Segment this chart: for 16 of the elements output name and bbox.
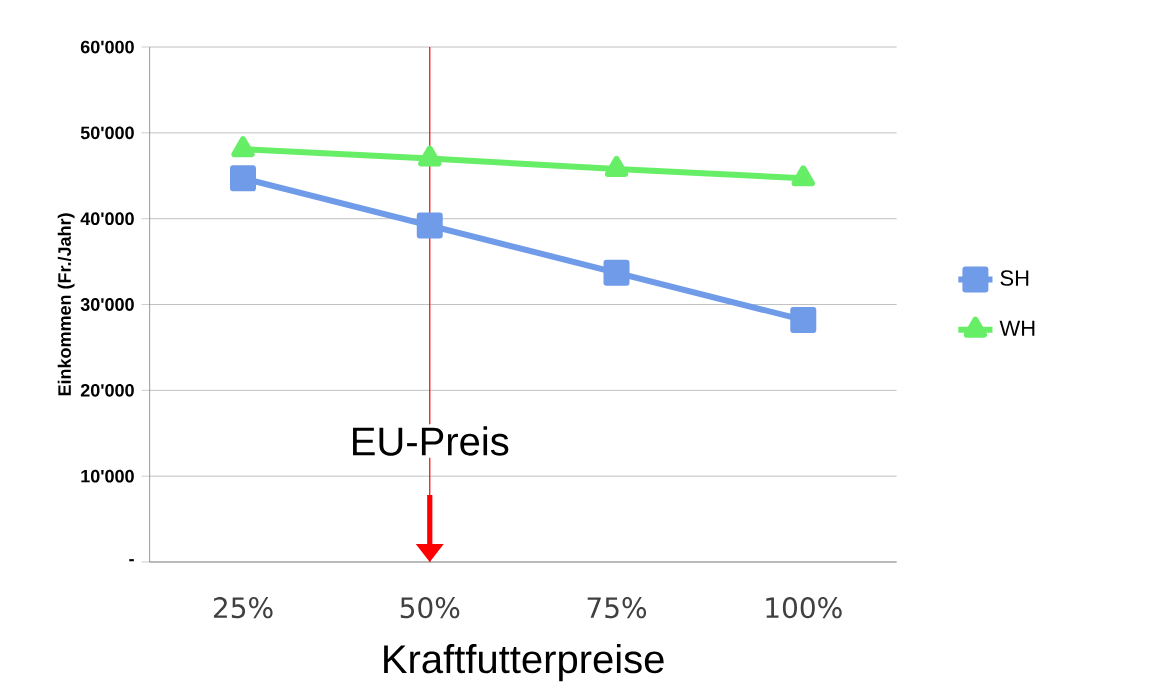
y-tick-label: 30'000 (80, 298, 134, 311)
x-tick-label: 100% (766, 597, 842, 619)
y-tick-label: 40'000 (80, 212, 134, 226)
y-axis-title: Einkommen (Fr./Jahr) (57, 213, 75, 396)
x-axis-title: Kraftfutterpreise (384, 643, 664, 682)
x-tick-label: 75% (587, 597, 647, 619)
legend-label: SH (1000, 270, 1029, 286)
x-tick-label: 25% (213, 597, 273, 619)
y-tick-label: 20'000 (80, 383, 134, 397)
y-tick-label: 10'000 (81, 469, 134, 483)
legend-label: WH (999, 320, 1035, 336)
x-tick-label: 50% (400, 597, 460, 619)
y-tick-label: 50'000 (80, 126, 134, 140)
y-tick-label: - (129, 559, 134, 562)
ref-line-label: EU-Preis (353, 426, 509, 456)
y-tick-label: 60'000 (80, 40, 134, 54)
